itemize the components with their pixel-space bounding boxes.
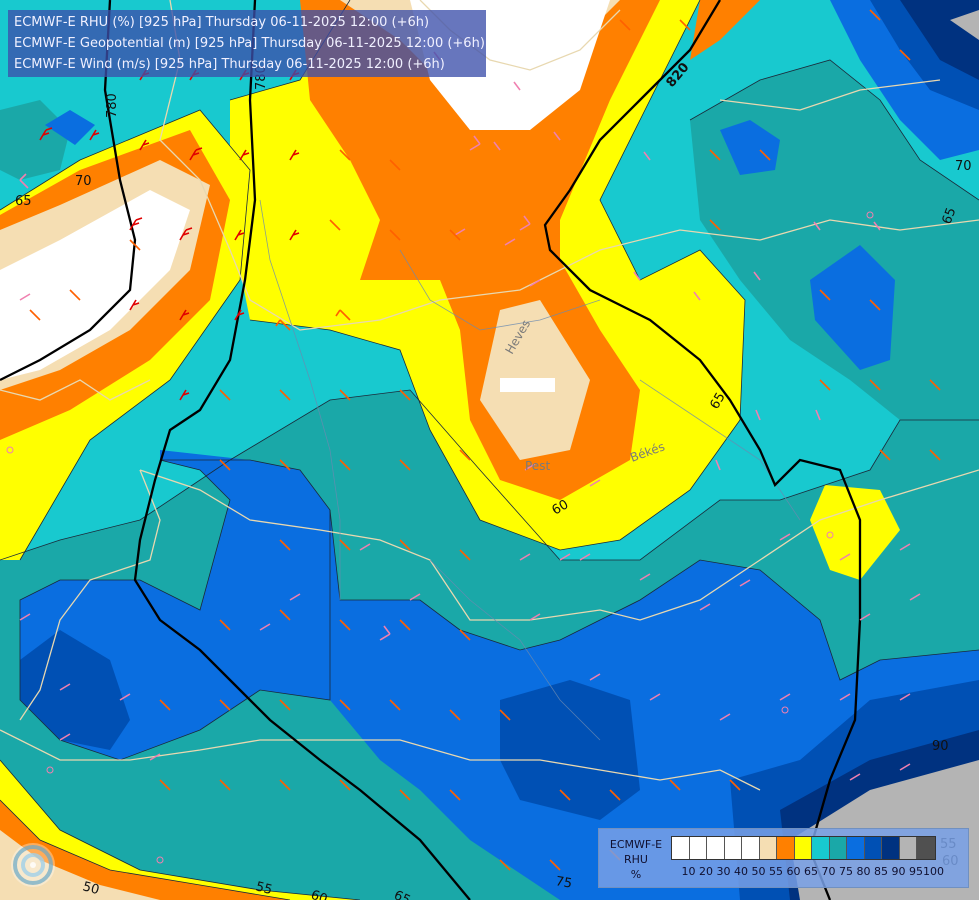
- legend-tick-label: 100: [923, 865, 944, 878]
- rhu-title: ECMWF-E RHU (%) [925 hPa] Thursday 06-11…: [14, 15, 430, 30]
- rhu-contour-label: 60: [550, 497, 572, 518]
- legend-swatch: [672, 837, 690, 859]
- rhu-contour-label: 55: [254, 879, 274, 898]
- rivers: [259, 199, 801, 741]
- legend-tick-label: 60: [786, 865, 801, 878]
- legend-swatch: [759, 837, 777, 859]
- rhu-legend: ECMWF-E RHU % 10 20 30 40 50 55 60 65 70 75 80 85 90…: [598, 828, 969, 888]
- rhu-contour-label: 70: [75, 174, 92, 189]
- legend-tick-label: 80: [856, 865, 871, 878]
- rhu-contour-label: 50: [81, 879, 101, 898]
- legend-tick-label: 65: [804, 865, 818, 878]
- legend-swatch: [724, 837, 742, 859]
- rhu-65-70-area: [810, 485, 900, 580]
- legend-swatch: [794, 837, 812, 859]
- rhu-85-90-area: [20, 630, 130, 750]
- wind-title: ECMWF-E Wind (m/s) [925 hPa] Thursday 06…: [14, 57, 445, 72]
- legend-variable: RHU: [624, 853, 648, 866]
- rhu-contour-label: 60: [309, 888, 330, 900]
- rhu-contour-label: 65: [707, 390, 728, 412]
- legend-tick-label: 75: [839, 865, 853, 878]
- rhu-contour-label: 65: [940, 206, 960, 227]
- legend-swatch: [899, 837, 917, 859]
- rhu-95-100-area: [950, 10, 979, 40]
- geopotential-contour-label: 780: [105, 93, 120, 118]
- legend-product: ECMWF-E: [609, 838, 663, 851]
- legend-tick-label: 50: [751, 865, 766, 878]
- ecmwf-logo-icon: [11, 843, 55, 887]
- legend-title: ECMWF-E RHU %: [603, 837, 669, 882]
- place-label-pest: Pest: [525, 459, 550, 473]
- legend-tick-label: 70: [821, 865, 836, 878]
- rhu-80-85-area: [720, 120, 780, 175]
- legend-tick-label: 40: [734, 865, 748, 878]
- geopotential-title: ECMWF-E Geopotential (m) [925 hPa] Thurs…: [14, 36, 485, 51]
- legend-ticks: 10 20 30 40 50 55 60 65 70 75 80 85 90 95 100: [671, 865, 971, 879]
- legend-tick-label: 85: [874, 865, 888, 878]
- rhu-80-85-area: [45, 110, 95, 145]
- legend-swatch: [689, 837, 707, 859]
- geopotential-contours: [0, 0, 862, 900]
- legend-swatch: [707, 837, 725, 859]
- rhu-60-65-area: [690, 0, 760, 60]
- legend-unit: %: [630, 868, 642, 881]
- legend-swatch: [917, 837, 935, 859]
- rhu-contour-label: 90: [932, 739, 949, 754]
- rhu-below-55-area: [0, 190, 190, 380]
- legend-tick-label: 95: [909, 865, 923, 878]
- map-title-panel: ECMWF-E RHU (%) [925 hPa] Thursday 06-11…: [8, 10, 486, 77]
- legend-tick-label: 55: [769, 865, 783, 878]
- legend-swatch: [864, 837, 882, 859]
- rhu-contour-label: 75: [554, 874, 573, 892]
- rhu-85-90-area: [500, 680, 640, 820]
- legend-swatch: [829, 837, 847, 859]
- legend-tick-label: 20: [699, 865, 713, 878]
- rhu-contour-label: 65: [391, 888, 412, 900]
- wind-barbs: [6, 9, 941, 871]
- legend-swatch: [742, 837, 760, 859]
- legend-swatch: [847, 837, 865, 859]
- rhu-contour-label: 65: [15, 194, 32, 209]
- legend-color-scale: [671, 836, 936, 860]
- rhu-80-85-area: [810, 245, 895, 370]
- legend-tick-label: 90: [891, 865, 906, 878]
- legend-tick-label: 10: [681, 865, 696, 878]
- legend-swatch: [812, 837, 830, 859]
- rhu-75-80-area: [0, 100, 70, 180]
- legend-swatch: [882, 837, 900, 859]
- rhu-contour-label: 70: [955, 159, 972, 174]
- rhu-below-55-area: [500, 378, 555, 392]
- legend-swatch: [777, 837, 795, 859]
- legend-tick-label: 30: [716, 865, 731, 878]
